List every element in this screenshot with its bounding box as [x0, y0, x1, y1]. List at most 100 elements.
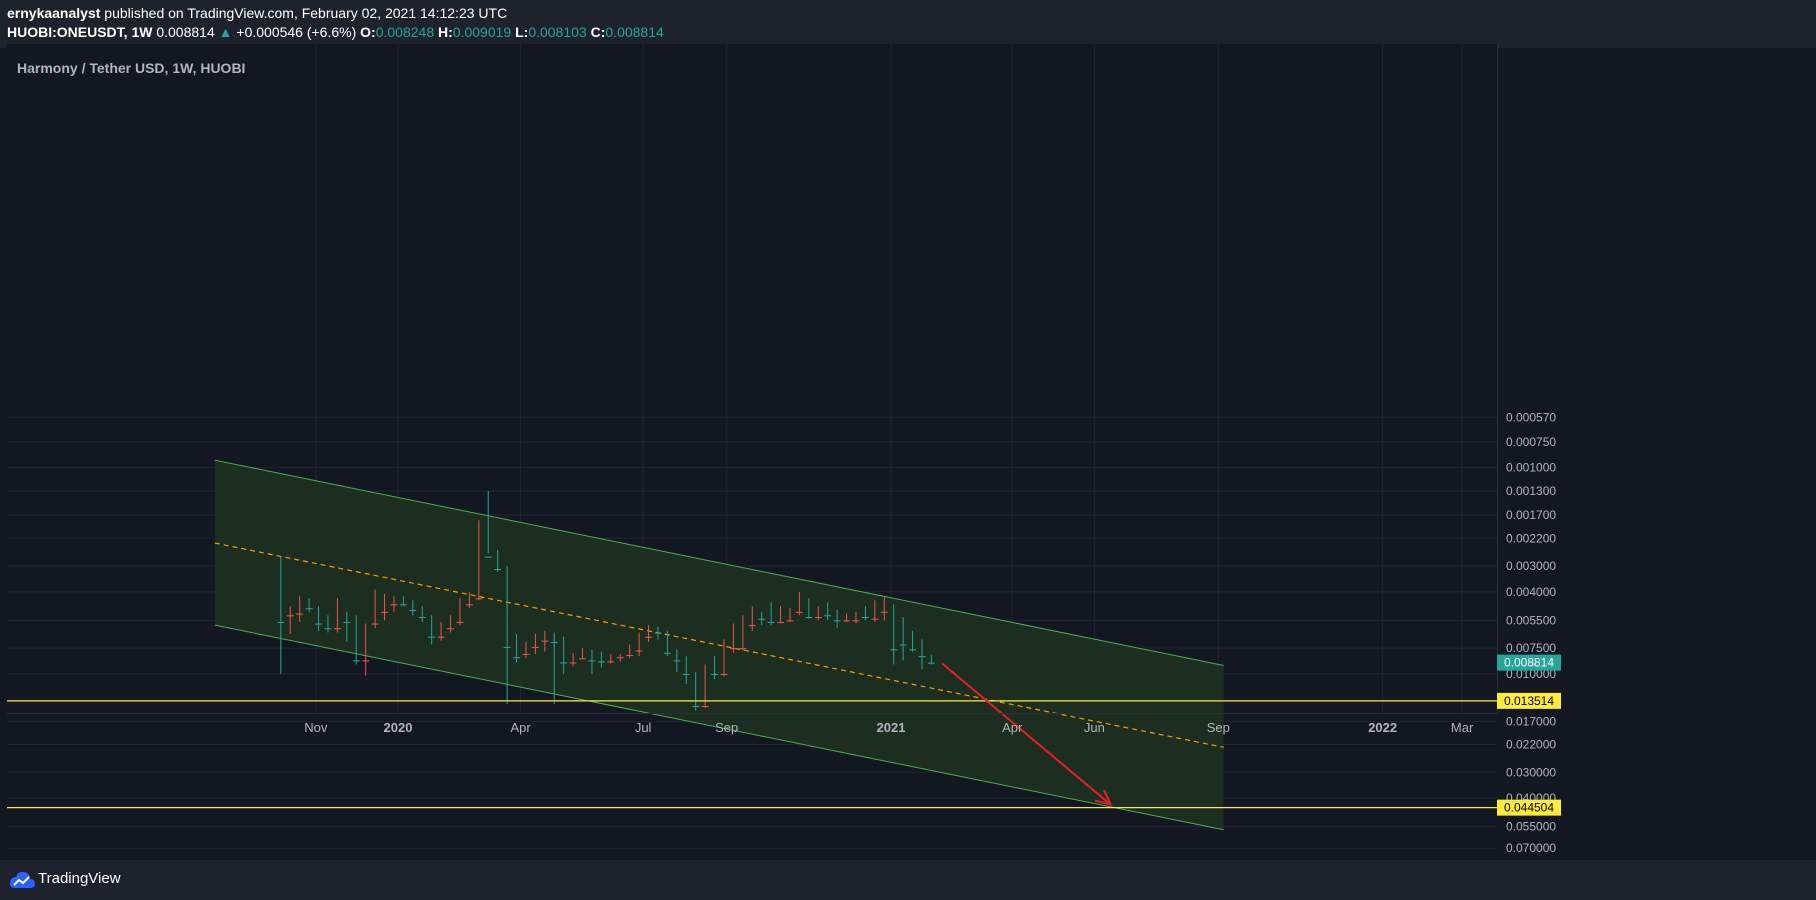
x-tick-label: 2021 [877, 720, 906, 735]
high-label: H: [438, 24, 453, 40]
change-arrow-icon: ▲ [218, 24, 233, 40]
candle-body [522, 653, 530, 655]
candle-body [927, 662, 935, 664]
candle-body [777, 621, 785, 623]
candle-body [475, 598, 483, 600]
candle-body [861, 617, 869, 619]
candle-body [918, 656, 926, 658]
y-tick-label: 0.030000 [1506, 765, 1556, 779]
candle-body [531, 646, 539, 648]
x-tick-label: 2020 [384, 720, 413, 735]
target-arrow-line [941, 662, 1112, 806]
candle-body [843, 620, 851, 622]
candle-body [447, 628, 455, 630]
candle-body [465, 604, 473, 606]
candle-body [805, 617, 813, 619]
candle-body [437, 636, 445, 638]
level-price-label-bg [1497, 799, 1561, 816]
candle-body [579, 658, 587, 660]
candle-body [607, 661, 615, 663]
y-tick-label: 0.022000 [1506, 738, 1556, 752]
y-tick-label: 0.001000 [1506, 461, 1556, 475]
symbol-info: HUOBI:ONEUSDT, 1W 0.008814 ▲ +0.000546 (… [7, 24, 664, 40]
candle-body [795, 611, 803, 613]
author-name[interactable]: ernykaanalyst [7, 5, 101, 21]
level-price-label: 0.013514 [1504, 694, 1554, 708]
price-chart[interactable]: 0.0900000.0700000.0550000.0400000.030000… [0, 0, 1816, 860]
candle-body [899, 644, 907, 646]
candle-body [692, 705, 700, 707]
candle-body [673, 660, 681, 662]
header-bar [0, 0, 1816, 48]
candle-body [711, 673, 719, 675]
x-tick-label: Jun [1084, 720, 1105, 735]
y-tick-label: 0.003000 [1506, 559, 1556, 573]
last-price-label: 0.008814 [1504, 656, 1554, 670]
candle-body [824, 615, 832, 617]
candle-body [569, 662, 577, 664]
y-tick-label: 0.007500 [1506, 641, 1556, 655]
low-value: 0.008103 [528, 24, 587, 40]
candle-body [456, 621, 464, 623]
close-value: 0.008814 [605, 24, 664, 40]
arrow-head-icon [1094, 789, 1113, 807]
candle-body [852, 620, 860, 622]
last-price-label-bg [1497, 654, 1561, 671]
candle-body [503, 646, 511, 648]
x-tick-label: Sep [1207, 720, 1230, 735]
candle-body [362, 660, 370, 662]
price-change: +0.000546 (+6.6%) [236, 24, 357, 40]
candle-body [333, 628, 341, 630]
tradingview-brand[interactable]: TradingView [38, 870, 121, 887]
x-tick-label: Nov [304, 720, 328, 735]
candle-body [399, 604, 407, 606]
footer-bar [0, 860, 1816, 900]
candle-body [560, 662, 568, 664]
y-tick-label: 0.001300 [1506, 484, 1556, 498]
candle-body [286, 615, 294, 617]
x-tick-label: Jul [635, 720, 652, 735]
published-text: published on TradingView.com, February 0… [104, 5, 508, 21]
candle-body [626, 655, 634, 657]
candle-body [701, 705, 709, 707]
level-price-label: 0.044504 [1504, 801, 1554, 815]
x-tick-label: 2022 [1368, 720, 1397, 735]
x-tick-label: Apr [510, 720, 531, 735]
last-price: 0.008814 [156, 24, 215, 40]
candle-body [758, 618, 766, 620]
y-tick-label: 0.000750 [1506, 435, 1556, 449]
x-tick-label: Apr [1002, 720, 1023, 735]
candle-body [814, 617, 822, 619]
open-label: O: [360, 24, 376, 40]
y-tick-label: 0.017000 [1506, 714, 1556, 728]
channel-lower-line [214, 459, 1224, 666]
y-tick-label: 0.002200 [1506, 531, 1556, 545]
candle-body [663, 652, 671, 654]
candle-body [748, 625, 756, 627]
channel-upper-line [214, 624, 1224, 831]
candle-body [880, 611, 888, 613]
candle-body [428, 636, 436, 638]
candle-body [635, 650, 643, 652]
candle-body [645, 636, 653, 638]
candle-body [833, 620, 841, 622]
candle-body [682, 673, 690, 675]
y-tick-label: 0.005500 [1506, 613, 1556, 627]
close-label: C: [590, 24, 606, 40]
x-tick-label: Sep [715, 720, 738, 735]
candle-body [616, 657, 624, 659]
candle-body [739, 648, 747, 650]
y-tick-label: 0.000570 [1506, 410, 1556, 424]
chart-title: Harmony / Tether USD, 1W, HUOBI [17, 60, 246, 76]
y-tick-label: 0.070000 [1506, 841, 1556, 855]
candle-body [786, 620, 794, 622]
low-label: L: [515, 24, 529, 40]
tradingview-logo-icon[interactable] [8, 868, 36, 890]
candle-body [720, 673, 728, 675]
y-tick-label: 0.004000 [1506, 585, 1556, 599]
candle-body [381, 611, 389, 613]
candle-body [890, 649, 898, 651]
candle-body [494, 568, 502, 570]
candle-body [305, 608, 313, 610]
candle-body [352, 660, 360, 662]
